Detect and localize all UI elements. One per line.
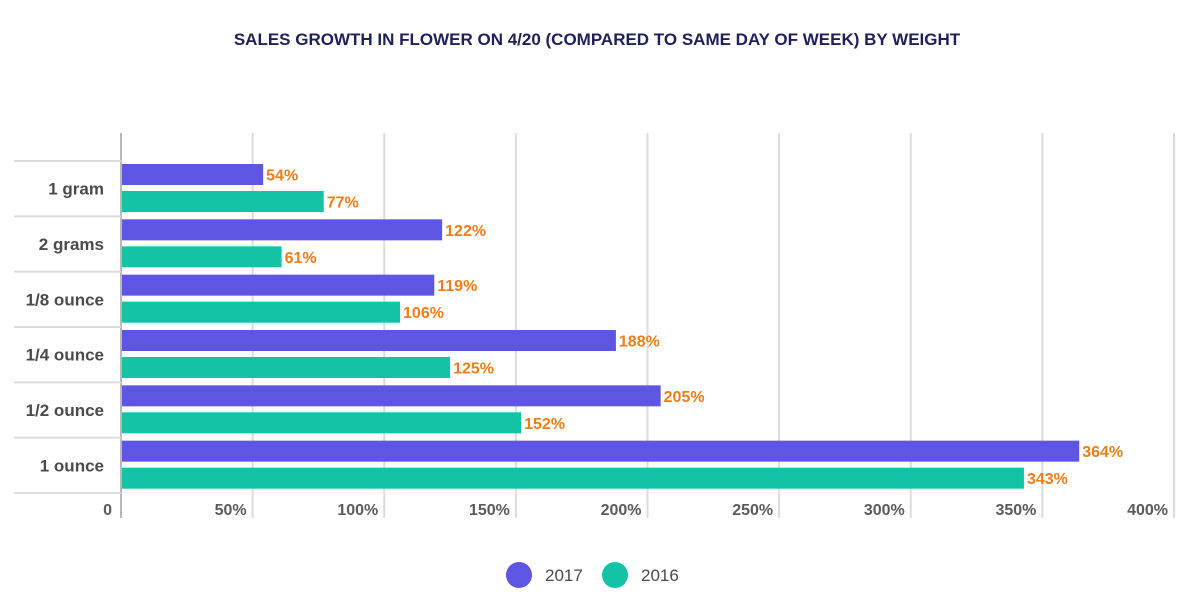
bar (122, 385, 661, 407)
bar (122, 440, 1080, 462)
data-label: 77% (327, 195, 359, 212)
category-label: 1 ounce (40, 456, 104, 475)
tick-label: 350% (995, 502, 1036, 519)
bar (122, 330, 616, 351)
bar (122, 301, 401, 323)
bar (122, 219, 443, 241)
data-label: 205% (664, 389, 705, 406)
category-label: 1/4 ounce (26, 346, 104, 365)
tick-label: 150% (469, 502, 510, 519)
category-label: 2 grams (39, 235, 104, 254)
tick-label: 200% (601, 502, 642, 519)
legend-swatch (602, 562, 628, 588)
bar (122, 191, 324, 212)
data-label: 152% (524, 416, 565, 433)
data-label: 364% (1082, 444, 1123, 461)
category-axis: 1 gram 2 grams 1/8 ounce 1/4 ounce 1/2 ounce… (26, 180, 104, 476)
bar (122, 246, 282, 268)
data-label: 343% (1027, 471, 1068, 488)
tick-label: 300% (864, 502, 905, 519)
tick-label: 50% (215, 502, 247, 519)
bars: 54% 77% 122% 61% 119% 106% 188% 125% 205% 152% 364… (122, 164, 1123, 489)
grid (14, 133, 1175, 518)
data-label: 188% (619, 334, 660, 351)
data-label: 106% (403, 305, 444, 322)
bar (122, 412, 522, 434)
category-label: 1/8 ounce (26, 290, 104, 309)
data-label: 119% (437, 278, 477, 295)
value-axis: 0 50% 100% 150% 200% 250% 300% 350% 400% (103, 502, 1168, 519)
legend: 2017 2016 (506, 562, 679, 588)
tick-label: 250% (732, 502, 773, 519)
tick-label: 400% (1127, 502, 1168, 519)
data-label: 122% (445, 223, 486, 240)
bar (122, 357, 451, 378)
bar (122, 164, 264, 185)
legend-label: 2016 (641, 566, 679, 585)
data-label: 54% (266, 168, 298, 185)
data-label: 61% (285, 250, 317, 267)
category-label: 1/2 ounce (26, 401, 104, 420)
chart-title: SALES GROWTH IN FLOWER ON 4/20 (COMPARED… (234, 30, 961, 49)
legend-label: 2017 (545, 566, 583, 585)
tick-label: 0 (103, 502, 112, 519)
bar (122, 467, 1024, 489)
legend-swatch (506, 562, 532, 588)
bar (122, 274, 435, 296)
data-label: 125% (453, 361, 494, 378)
tick-label: 100% (337, 502, 378, 519)
category-label: 1 gram (48, 180, 104, 199)
